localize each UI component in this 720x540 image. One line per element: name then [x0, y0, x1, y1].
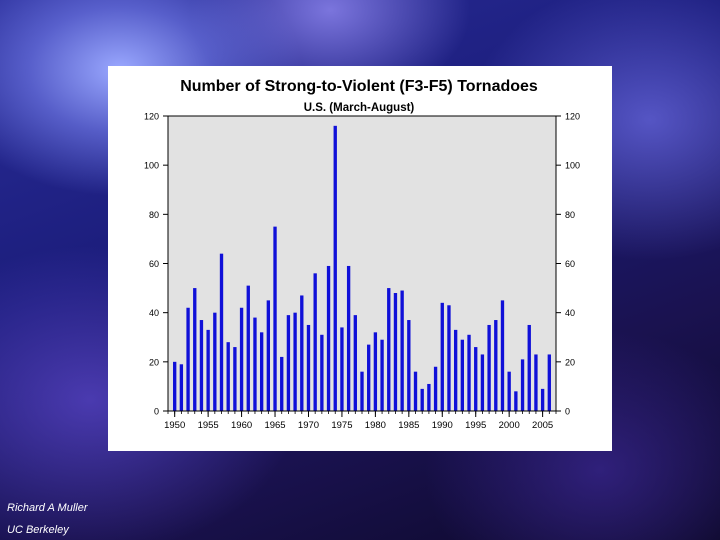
bar-1996: [480, 354, 485, 411]
bar-1981: [380, 339, 384, 411]
x-tick-label: 1965: [264, 420, 285, 431]
bar-1987: [420, 388, 424, 412]
bar-1966: [280, 356, 284, 411]
bar-1976: [346, 265, 351, 411]
y-tick-label-left: 80: [149, 210, 159, 220]
y-tick-label-left: 120: [144, 112, 159, 122]
y-tick-label-right: 20: [565, 357, 575, 367]
x-tick-label: 1955: [198, 420, 219, 431]
x-tick-label: 1990: [432, 420, 453, 431]
affiliation-credit: UC Berkeley: [7, 524, 69, 536]
y-tick-label-left: 20: [149, 357, 159, 367]
bar-1968: [293, 312, 297, 411]
y-tick-label-right: 60: [565, 259, 575, 269]
x-tick-label: 2005: [532, 420, 553, 431]
chart-panel: Number of Strong-to-Violent (F3-F5) Torn…: [108, 66, 612, 451]
bar-1959: [233, 347, 237, 411]
x-tick-label: 1950: [164, 420, 185, 431]
bar-1970: [306, 324, 311, 411]
bar-1984: [400, 290, 404, 411]
bar-1973: [326, 265, 331, 411]
x-tick-label: 1985: [398, 420, 419, 431]
bar-1978: [360, 371, 364, 411]
bar-1955: [206, 329, 210, 412]
bar-1950: [173, 361, 177, 411]
y-tick-label-right: 120: [565, 112, 580, 122]
bar-1997: [487, 324, 491, 411]
author-credit: Richard A Muller: [7, 502, 88, 514]
y-tick-label-right: 100: [565, 161, 580, 171]
bar-1982: [387, 288, 391, 411]
bar-1988: [427, 383, 431, 411]
bar-1989: [433, 366, 438, 411]
bar-1951: [179, 364, 184, 411]
bar-2003: [527, 324, 531, 411]
bar-1964: [266, 300, 271, 412]
bar-1962: [253, 317, 257, 411]
bar-1998: [494, 320, 498, 411]
bar-1971: [313, 273, 317, 411]
bar-2001: [514, 391, 518, 411]
bar-1977: [353, 315, 357, 412]
y-tick-label-right: 0: [565, 407, 570, 417]
x-tick-label: 1960: [231, 420, 252, 431]
y-tick-label-left: 100: [144, 161, 159, 171]
x-tick-label: 2000: [499, 420, 520, 431]
bar-1995: [474, 347, 478, 411]
bar-1974: [333, 125, 337, 411]
x-tick-label: 1975: [331, 420, 352, 431]
bar-1952: [186, 307, 190, 411]
bar-1958: [226, 342, 230, 411]
x-tick-label: 1980: [365, 420, 386, 431]
x-tick-label: 1970: [298, 420, 319, 431]
bar-1957: [219, 253, 224, 411]
bar-1965: [273, 226, 277, 412]
bar-2006: [547, 354, 551, 411]
y-tick-label-right: 80: [565, 210, 575, 220]
bar-1994: [467, 334, 471, 411]
y-tick-label-left: 40: [149, 308, 159, 318]
bar-2005: [540, 388, 545, 412]
bar-1954: [199, 320, 204, 411]
plot-area: [168, 116, 556, 411]
bar-1993: [460, 339, 465, 411]
bar-1999: [500, 300, 505, 412]
chart-subtitle: U.S. (March-August): [304, 102, 415, 114]
bar-1961: [246, 285, 250, 412]
bar-1972: [320, 334, 324, 411]
bar-1986: [413, 371, 418, 411]
x-tick-label: 1995: [465, 420, 486, 431]
y-tick-label-right: 40: [565, 308, 575, 318]
bar-1967: [286, 315, 291, 412]
bar-1983: [393, 293, 398, 411]
y-tick-label-left: 0: [154, 407, 159, 417]
bar-1963: [259, 332, 264, 411]
bar-2004: [534, 354, 538, 411]
bar-1953: [193, 288, 197, 411]
bar-1960: [239, 307, 244, 411]
bar-1985: [407, 320, 411, 411]
bar-1990: [440, 302, 444, 411]
tornado-bar-chart: Number of Strong-to-Violent (F3-F5) Torn…: [144, 78, 580, 431]
bar-1956: [213, 312, 217, 411]
bar-1991: [447, 305, 451, 411]
bar-1975: [340, 327, 344, 411]
bar-2002: [520, 359, 525, 412]
bar-2000: [507, 371, 511, 411]
y-tick-label-left: 60: [149, 259, 159, 269]
bar-1969: [300, 295, 304, 411]
chart-title: Number of Strong-to-Violent (F3-F5) Torn…: [180, 78, 538, 95]
bar-1980: [373, 332, 378, 411]
bar-1992: [453, 329, 458, 412]
bar-1979: [367, 344, 371, 412]
